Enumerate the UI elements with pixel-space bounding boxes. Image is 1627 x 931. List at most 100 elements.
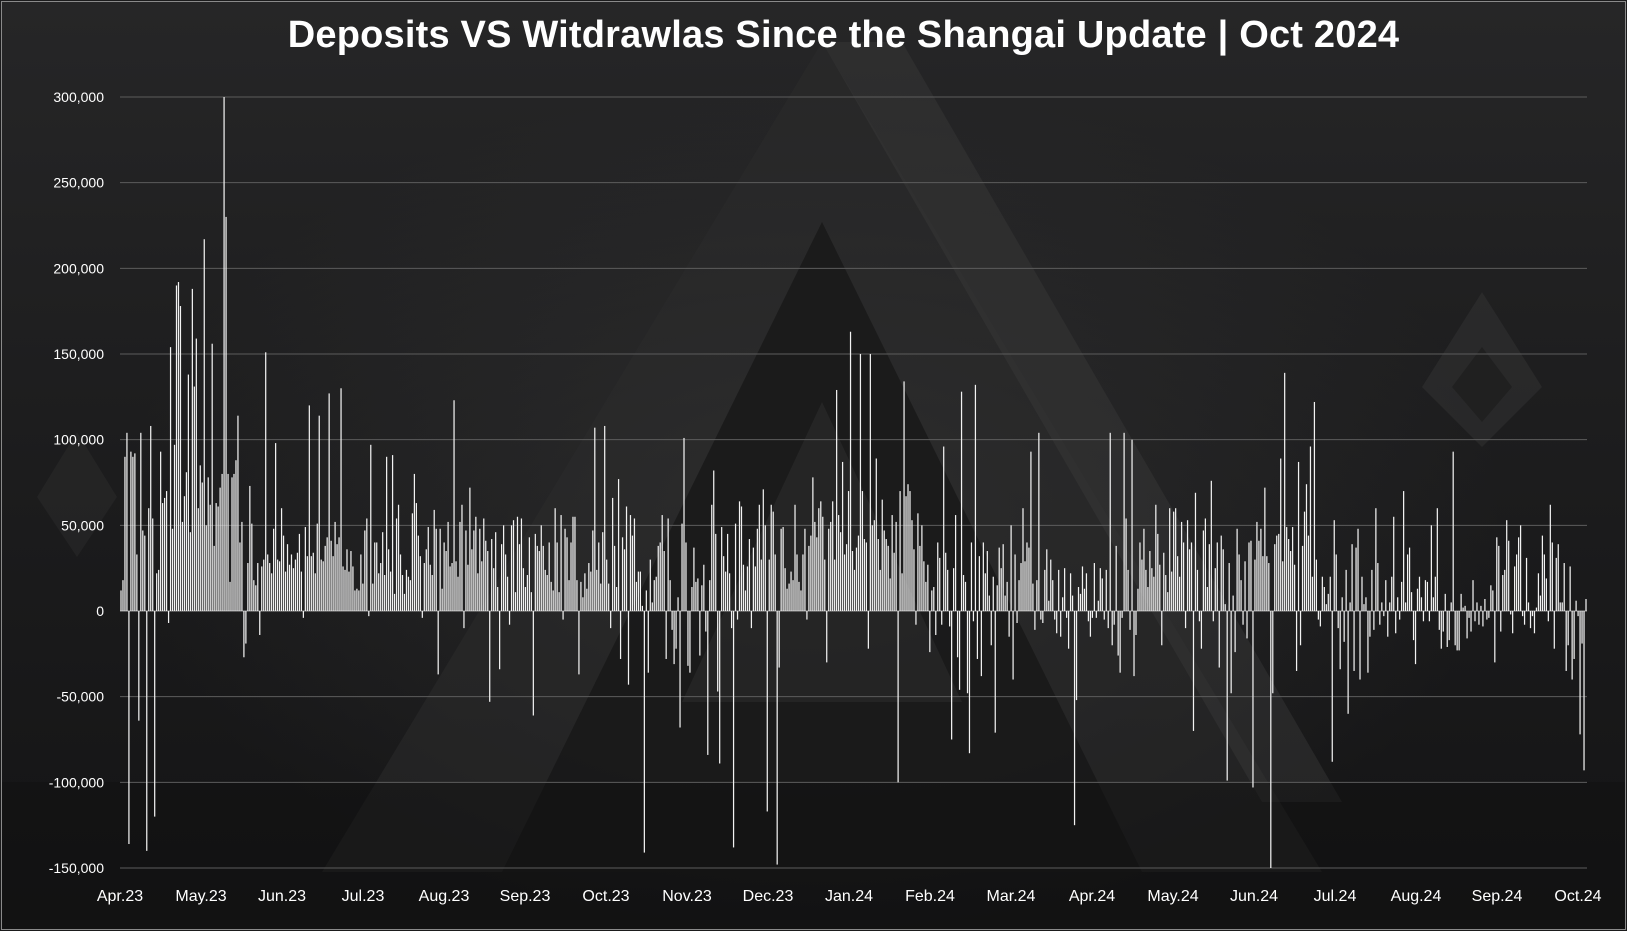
bar <box>582 597 584 611</box>
bar <box>794 504 796 611</box>
bar <box>1420 597 1423 611</box>
bar <box>996 585 998 611</box>
bar <box>360 554 362 611</box>
bar <box>510 525 513 611</box>
bar <box>713 470 715 611</box>
bar <box>243 611 245 658</box>
bar <box>1563 563 1565 611</box>
bar <box>1169 508 1171 611</box>
bar <box>798 581 800 611</box>
bar <box>1305 484 1308 611</box>
bar <box>895 521 897 611</box>
bar <box>709 580 711 611</box>
bar <box>405 569 408 611</box>
bar <box>1248 542 1250 611</box>
bar <box>364 530 366 611</box>
bar <box>1450 602 1452 611</box>
x-tick-label: Jan.24 <box>825 888 873 905</box>
bar <box>265 352 267 611</box>
bar <box>1363 604 1365 611</box>
bar <box>1250 540 1252 611</box>
bar <box>976 611 979 659</box>
bar <box>231 477 233 611</box>
bar <box>671 611 673 630</box>
bar <box>1311 576 1314 611</box>
x-tick-label: May.24 <box>1147 888 1198 905</box>
bar <box>606 559 608 611</box>
bar <box>409 580 412 611</box>
bar <box>637 571 640 611</box>
bar <box>978 556 980 611</box>
bar <box>1006 581 1008 611</box>
bar <box>187 374 190 611</box>
bar <box>391 455 394 611</box>
bar <box>389 571 392 611</box>
bar <box>1446 611 1448 647</box>
bar <box>340 388 342 611</box>
bar <box>292 568 295 611</box>
bar <box>772 511 774 611</box>
bar <box>346 549 348 611</box>
bar <box>725 571 727 611</box>
bar <box>1087 611 1090 622</box>
bar <box>276 559 279 611</box>
bar <box>524 587 527 611</box>
bar <box>156 573 158 611</box>
bar <box>338 537 340 611</box>
bar <box>1432 597 1434 611</box>
bar <box>126 432 128 611</box>
bar <box>471 549 473 611</box>
x-tick-label: Apr.24 <box>1069 888 1115 905</box>
bar <box>233 473 235 611</box>
bar <box>257 563 259 611</box>
bar <box>1222 549 1224 611</box>
bar <box>320 559 322 611</box>
bar <box>727 533 729 611</box>
bar <box>1149 551 1151 611</box>
bar <box>838 515 840 611</box>
bar <box>374 542 376 611</box>
bar <box>431 575 433 611</box>
bar <box>826 611 828 663</box>
bar <box>290 554 293 611</box>
bar <box>1571 611 1573 680</box>
bar <box>344 569 346 611</box>
bar <box>905 496 907 611</box>
bar <box>304 527 306 611</box>
bar <box>956 611 959 658</box>
bar <box>324 545 326 611</box>
bar <box>1406 554 1409 611</box>
bar <box>1516 554 1518 611</box>
bar <box>889 578 891 611</box>
bar <box>1371 569 1373 611</box>
bar <box>354 590 356 611</box>
bar <box>382 532 384 611</box>
bar <box>167 611 170 623</box>
bar <box>1075 611 1078 701</box>
bar <box>447 521 449 611</box>
bar <box>217 506 219 611</box>
bar <box>1442 611 1444 632</box>
x-tick-label: Jun.24 <box>1230 888 1278 905</box>
bar <box>463 611 465 629</box>
bar <box>481 561 483 611</box>
bar <box>1416 588 1419 611</box>
bar <box>395 518 398 611</box>
x-tick-label: Oct.24 <box>1554 888 1601 905</box>
bar <box>1099 568 1101 611</box>
bar <box>1436 508 1438 611</box>
bar <box>1224 604 1226 611</box>
bar <box>1401 581 1403 611</box>
bar <box>1454 611 1456 646</box>
bar <box>1276 535 1278 611</box>
bar <box>152 518 154 611</box>
bar <box>790 571 792 611</box>
bar <box>602 532 604 611</box>
bar <box>943 446 945 611</box>
x-tick-label: Jul.24 <box>1314 888 1357 905</box>
bar <box>558 592 560 611</box>
bar <box>1387 611 1389 637</box>
bar <box>1278 533 1280 611</box>
bar <box>675 611 677 649</box>
